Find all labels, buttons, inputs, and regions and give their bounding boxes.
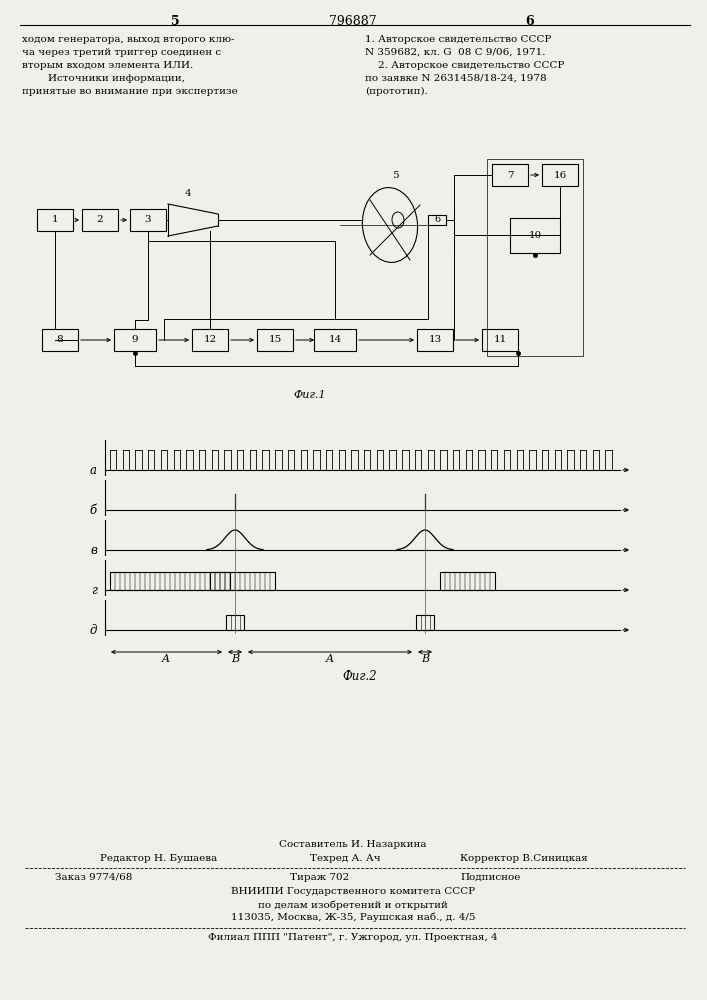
- Text: 4: 4: [185, 189, 192, 198]
- Text: 1. Авторское свидетельство СССР: 1. Авторское свидетельство СССР: [365, 35, 551, 44]
- Text: 16: 16: [554, 170, 566, 180]
- Text: Фиг.2: Фиг.2: [343, 670, 378, 683]
- Bar: [226, 615, 244, 630]
- Text: 11: 11: [493, 336, 507, 344]
- Bar: [110, 572, 230, 590]
- Text: Техред А. Ач: Техред А. Ач: [310, 854, 380, 863]
- Text: 113035, Москва, Ж-35, Раушская наб., д. 4/5: 113035, Москва, Ж-35, Раушская наб., д. …: [230, 913, 475, 922]
- Bar: [37, 209, 73, 231]
- Text: ча через третий триггер соединен с: ча через третий триггер соединен с: [22, 48, 221, 57]
- Text: 6: 6: [526, 15, 534, 28]
- Text: Филиал ППП "Патент", г. Ужгород, ул. Проектная, 4: Филиал ППП "Патент", г. Ужгород, ул. Про…: [208, 933, 498, 942]
- Text: 12: 12: [204, 336, 216, 344]
- Text: (прототип).: (прототип).: [365, 87, 428, 96]
- Bar: [114, 329, 156, 351]
- Text: по делам изобретений и открытий: по делам изобретений и открытий: [258, 900, 448, 910]
- Text: а: а: [90, 464, 97, 477]
- Bar: [417, 329, 453, 351]
- Text: Источники информации,: Источники информации,: [22, 74, 185, 83]
- Text: вторым входом элемента ИЛИ.: вторым входом элемента ИЛИ.: [22, 61, 193, 70]
- Text: 14: 14: [328, 336, 341, 344]
- Text: 2. Авторское свидетельство СССР: 2. Авторское свидетельство СССР: [365, 61, 564, 70]
- Text: B: B: [421, 654, 429, 664]
- Text: 2: 2: [97, 216, 103, 225]
- Text: в: в: [90, 544, 97, 556]
- Text: 6: 6: [434, 216, 440, 225]
- Text: Тираж 702: Тираж 702: [290, 873, 349, 882]
- Text: N 359682, кл. G  08 C 9/06, 1971.: N 359682, кл. G 08 C 9/06, 1971.: [365, 48, 546, 57]
- Bar: [482, 329, 518, 351]
- Text: ходом генератора, выход второго клю-: ходом генератора, выход второго клю-: [22, 35, 235, 44]
- Text: A: A: [162, 654, 170, 664]
- Bar: [210, 572, 275, 590]
- Text: по заявке N 2631458/18-24, 1978: по заявке N 2631458/18-24, 1978: [365, 74, 547, 83]
- Text: 7: 7: [507, 170, 513, 180]
- Text: A: A: [326, 654, 334, 664]
- Bar: [440, 572, 495, 590]
- Text: 1: 1: [52, 216, 58, 225]
- Text: 3: 3: [145, 216, 151, 225]
- Text: Фиг.1: Фиг.1: [293, 390, 327, 400]
- Text: 796887: 796887: [329, 15, 377, 28]
- Text: д: д: [90, 624, 97, 637]
- Bar: [510, 218, 560, 252]
- Bar: [257, 329, 293, 351]
- Text: 9: 9: [132, 336, 139, 344]
- Text: 5: 5: [392, 171, 398, 180]
- Bar: [428, 215, 446, 225]
- Text: 10: 10: [528, 231, 542, 239]
- Text: г: г: [91, 584, 97, 596]
- Bar: [542, 164, 578, 186]
- Text: б: б: [90, 504, 97, 516]
- Text: Подписное: Подписное: [460, 873, 520, 882]
- Text: 8: 8: [57, 336, 64, 344]
- Text: B: B: [231, 654, 239, 664]
- Text: Корректор В.Синицкая: Корректор В.Синицкая: [460, 854, 588, 863]
- Bar: [487, 159, 583, 356]
- Text: принятые во внимание при экспертизе: принятые во внимание при экспертизе: [22, 87, 238, 96]
- Bar: [314, 329, 356, 351]
- Text: 5: 5: [170, 15, 180, 28]
- Bar: [82, 209, 118, 231]
- Text: Составитель И. Назаркина: Составитель И. Назаркина: [279, 840, 427, 849]
- Bar: [42, 329, 78, 351]
- Bar: [130, 209, 166, 231]
- Text: Редактор Н. Бушаева: Редактор Н. Бушаева: [100, 854, 217, 863]
- Bar: [492, 164, 528, 186]
- Text: 15: 15: [269, 336, 281, 344]
- Bar: [416, 615, 434, 630]
- Bar: [192, 329, 228, 351]
- Text: ВНИИПИ Государственного комитета СССР: ВНИИПИ Государственного комитета СССР: [231, 887, 475, 896]
- Text: 13: 13: [428, 336, 442, 344]
- Text: Заказ 9774/68: Заказ 9774/68: [55, 873, 132, 882]
